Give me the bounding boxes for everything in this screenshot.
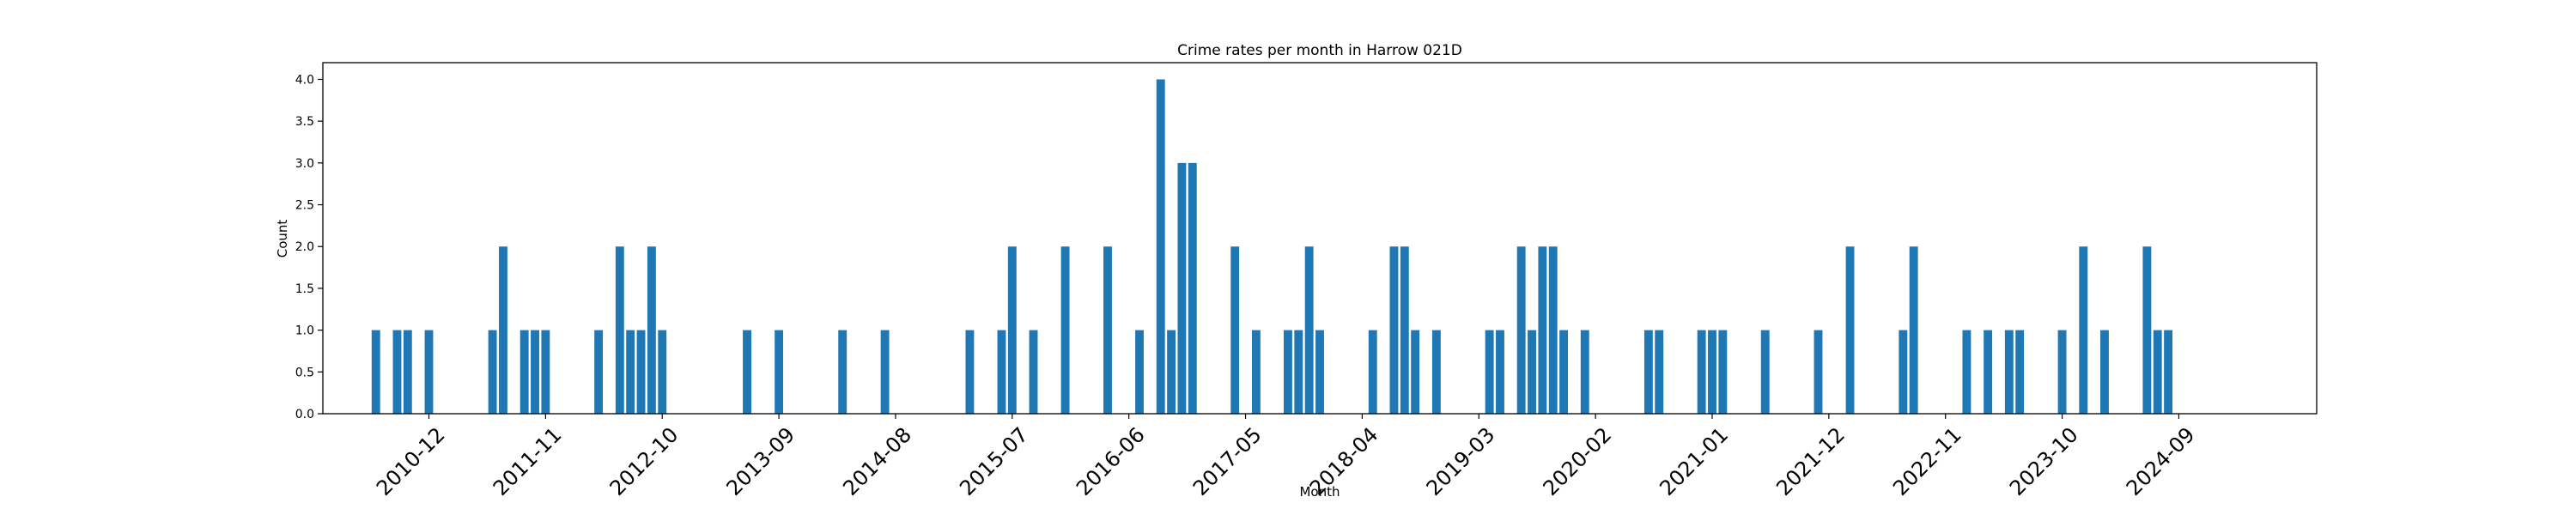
bar-2018-08 (1400, 246, 1409, 414)
bar-2018-05 (1368, 330, 1377, 414)
y-tick-label: 2.0 (295, 240, 314, 254)
bar-2019-09 (1538, 246, 1547, 414)
bar-2017-10 (1294, 330, 1303, 414)
y-axis-label: Count (275, 220, 290, 258)
bar-2011-07 (499, 246, 507, 414)
bar-2010-09 (392, 330, 402, 414)
bar-2012-09 (647, 246, 656, 414)
bar-2020-01 (1580, 330, 1589, 414)
bar-2019-05 (1496, 330, 1504, 414)
bar-2022-07 (1899, 330, 1908, 414)
bar-2011-10 (531, 330, 539, 414)
bar-2023-03 (1984, 330, 1993, 414)
y-axis-ticks: 0.0 0.5 1.0 1.5 2.0 2.5 3.0 3.5 4.0 (295, 73, 323, 421)
bar-2016-04 (1103, 246, 1112, 414)
bar-2020-07 (1643, 330, 1653, 414)
bar-2015-09 (1029, 330, 1038, 414)
y-tick-label: 0.5 (295, 366, 314, 379)
x-axis-label: Month (1299, 484, 1340, 500)
y-tick-label: 4.0 (295, 73, 314, 87)
bar-2010-07 (371, 330, 380, 414)
bar-2021-01 (1708, 330, 1716, 414)
bar-2014-03 (838, 330, 848, 414)
bar-2015-07 (1007, 246, 1017, 414)
bar-2014-07 (880, 330, 890, 414)
bar-2016-11 (1177, 162, 1187, 414)
bar-2022-02 (1845, 246, 1855, 414)
bar-2023-12 (2079, 246, 2088, 414)
bar-2012-07 (626, 330, 635, 414)
bar-2010-12 (424, 330, 434, 414)
bar-2024-02 (2100, 330, 2109, 414)
bar-2016-12 (1188, 162, 1197, 414)
bar-2016-00 (1060, 246, 1070, 414)
bar-2019-08 (1528, 330, 1536, 414)
bar-2021-02 (1718, 330, 1728, 414)
y-tick-label: 0.0 (295, 408, 314, 421)
bar-2020-12 (1697, 330, 1706, 414)
y-tick-label: 1.0 (295, 324, 314, 338)
bar-2020-08 (1655, 330, 1664, 414)
bar-2017-06 (1251, 330, 1261, 414)
bar-2017-04 (1230, 246, 1240, 414)
bar-2019-07 (1516, 246, 1526, 414)
plot-frame (322, 62, 2318, 415)
bar-2021-11 (1814, 330, 1823, 414)
y-tick-label: 2.5 (295, 199, 314, 213)
y-tick-label: 1.5 (295, 282, 314, 296)
bar-2024-06 (2142, 246, 2152, 414)
bar-2017-09 (1284, 330, 1292, 414)
bar-2016-09 (1156, 79, 1165, 414)
bar-2011-11 (541, 330, 550, 414)
bar-2013-06 (743, 330, 751, 414)
bar-2011-09 (519, 330, 529, 414)
bar-2023-05 (2004, 330, 2014, 414)
bars-group (371, 79, 2173, 414)
bar-2015-06 (997, 330, 1006, 414)
bar-2024-08 (2164, 330, 2173, 414)
bar-2017-11 (1304, 246, 1314, 414)
bar-2019-10 (1548, 246, 1558, 414)
chart-title: Crime rates per month in Harrow 021D (1177, 42, 1462, 59)
bar-2017-12 (1315, 330, 1324, 414)
bar-2011-06 (488, 330, 497, 414)
bar-2018-07 (1389, 246, 1399, 414)
y-tick-label: 3.0 (295, 157, 314, 171)
bar-2023-10 (2057, 330, 2067, 414)
bar-2019-11 (1559, 330, 1569, 414)
bar-2012-04 (594, 330, 604, 414)
bar-2019-04 (1485, 330, 1494, 414)
bar-2016-10 (1167, 330, 1176, 414)
bar-2015-03 (965, 330, 975, 414)
bar-2018-09 (1411, 330, 1420, 414)
y-tick-label: 3.5 (295, 115, 314, 129)
bar-2023-01 (1962, 330, 1971, 414)
bar-2012-10 (658, 330, 667, 414)
bar-2013-09 (775, 330, 784, 414)
bar-2021-06 (1760, 330, 1770, 414)
bar-2016-07 (1135, 330, 1144, 414)
bar-2010-10 (403, 330, 412, 414)
bar-2024-07 (2153, 330, 2162, 414)
bar-2023-06 (2015, 330, 2025, 414)
bar-2022-08 (1909, 246, 1918, 414)
bar-2012-08 (636, 330, 646, 414)
bar-2012-06 (615, 246, 624, 414)
bar-2018-11 (1431, 330, 1441, 414)
